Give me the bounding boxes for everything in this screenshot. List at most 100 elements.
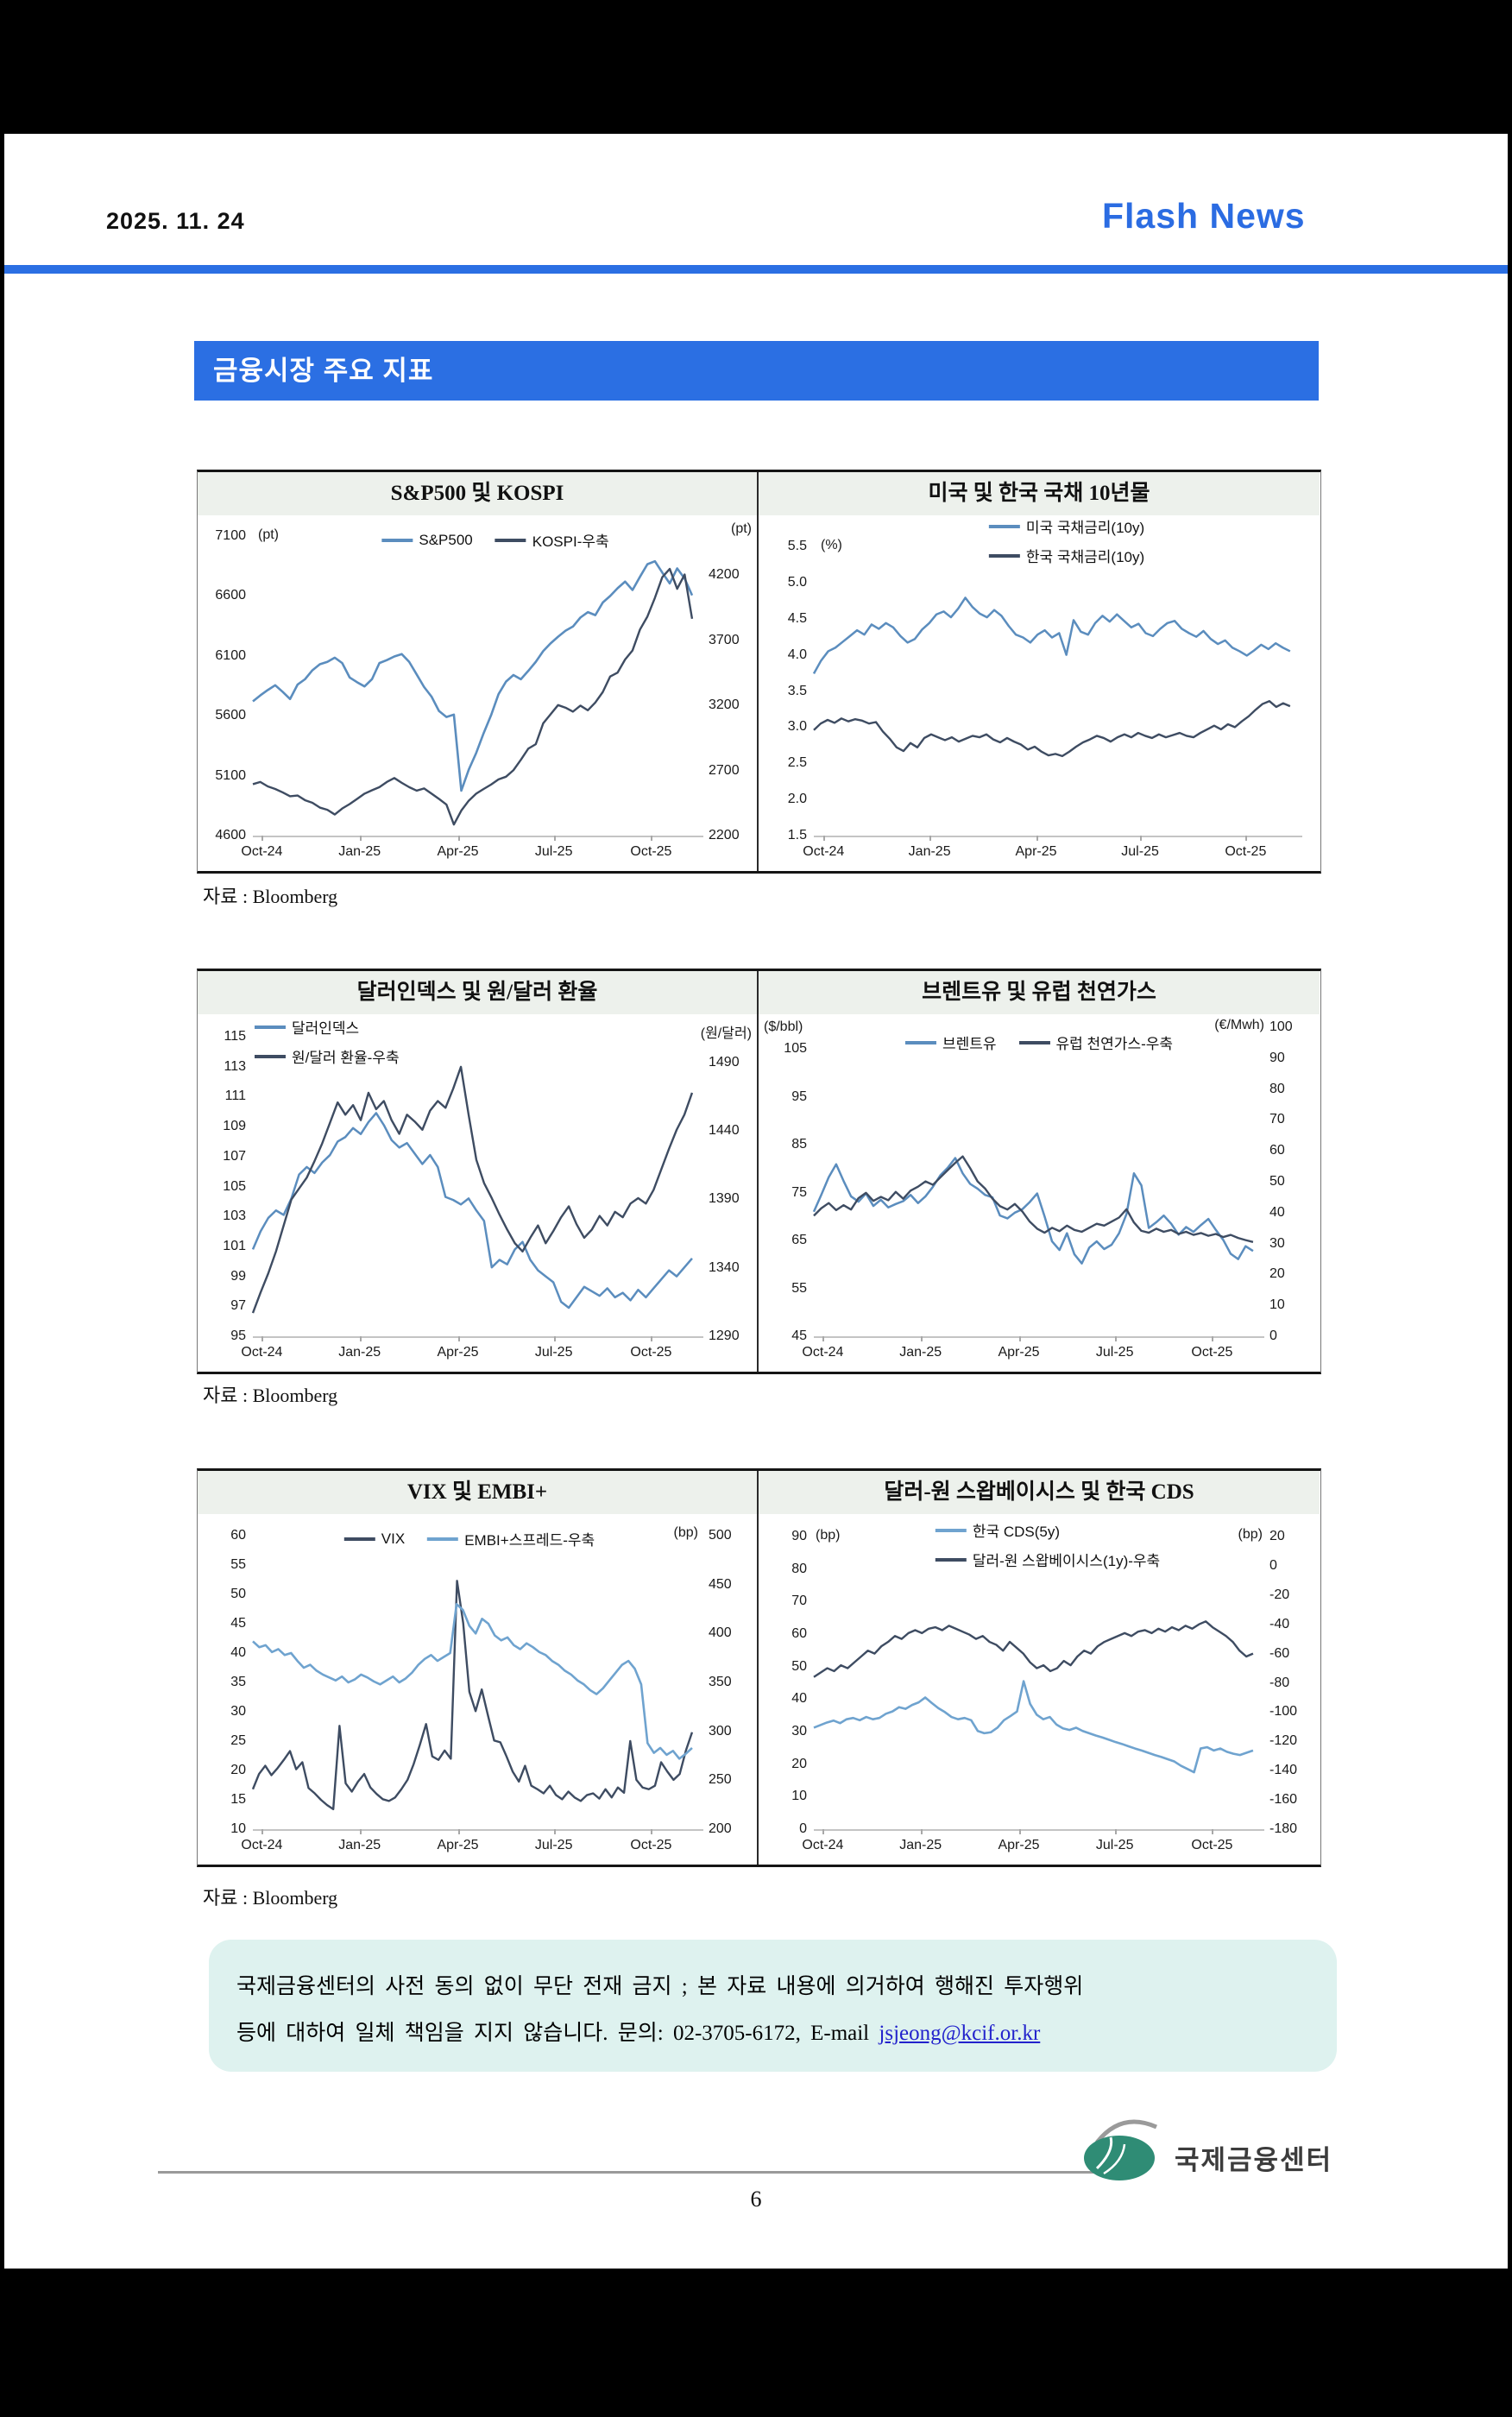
chart-plot-region: 105 95 85 75 65 55 45 100 90 80 70 60 50 40 30 20 10 0 ($/… <box>759 1014 1320 1374</box>
x-axis-line <box>253 1829 703 1831</box>
y-axis-right-label: 1440 <box>709 1123 740 1139</box>
y-axis-left-label: 113 <box>224 1058 246 1074</box>
y-axis-right-label: 20 <box>1269 1266 1285 1282</box>
y-axis-left-label: 95 <box>791 1089 807 1104</box>
y-axis-left-label: 2.0 <box>787 792 807 807</box>
x-axis-tick <box>1018 1829 1021 1834</box>
y-axis-left-label: 25 <box>230 1733 246 1748</box>
y-axis-left-label: 115 <box>224 1029 246 1044</box>
y-axis-left-label: 0 <box>799 1821 807 1836</box>
disclaimer-line1: 국제금융센터의 사전 동의 없이 무단 전재 금지 ; 본 자료 내용에 의거하… <box>236 1975 1084 1998</box>
legend-swatch <box>904 1040 936 1044</box>
y-axis-right-label: 0 <box>1269 1557 1277 1573</box>
legend-item: 브렌트유 <box>904 1032 997 1053</box>
x-axis-tick <box>553 836 556 841</box>
y-axis-left-label: 111 <box>224 1089 246 1104</box>
y-axis-left-label: 2.5 <box>787 755 807 771</box>
x-axis-label: Apr-25 <box>437 1345 479 1360</box>
y-axis-right-label: 70 <box>1269 1112 1285 1127</box>
legend-swatch <box>255 1025 286 1029</box>
y-axis-left-label: 80 <box>791 1561 807 1576</box>
source-caption: 자료 : Bloomberg <box>203 1385 338 1406</box>
chart-title: VIX 및 EMBI+ <box>198 1471 757 1514</box>
y-axis-right-label: -180 <box>1269 1821 1298 1836</box>
y-axis-right-label: 0 <box>1269 1328 1277 1343</box>
x-axis-tick <box>261 836 264 841</box>
y-axis-right-label: 60 <box>1269 1143 1285 1158</box>
x-axis-label: Oct-25 <box>1225 844 1267 859</box>
legend-label: EMBI+스프레드-우축 <box>464 1532 595 1549</box>
legend-item: 유럽 천연가스-우축 <box>1018 1032 1173 1053</box>
chart-legend: 달러인덱스 원/달러 환율-우축 <box>255 1016 400 1075</box>
legend-row: 달러-원 스왑베이시스(1y)-우축 <box>935 1549 1160 1570</box>
header-rule <box>4 265 1508 274</box>
y-axis-right-label: 3200 <box>709 697 740 713</box>
chart-plot-region: 115 113 111 109 107 105 103 101 99 97 95 1490 1440 13… <box>198 1014 757 1374</box>
y-axis-right-label: -140 <box>1269 1763 1298 1778</box>
y-axis-left-label: 6600 <box>215 588 246 603</box>
x-axis-label: Apr-25 <box>437 1838 479 1852</box>
chart-series-canvas <box>253 1536 703 1829</box>
y-axis-right-label: 3700 <box>709 632 740 647</box>
y-axis-left-label: 101 <box>223 1238 246 1253</box>
legend-swatch <box>255 1054 286 1058</box>
y-axis-left-label: 103 <box>223 1208 246 1224</box>
kcif-logo-icon <box>1084 2119 1158 2180</box>
series-line-KRW-USD <box>253 1067 692 1313</box>
x-axis-label: Apr-25 <box>1015 844 1057 859</box>
legend-swatch <box>935 1528 967 1532</box>
y-axis-right-label: 200 <box>709 1821 732 1836</box>
legend-item: KOSPI-우축 <box>495 529 609 551</box>
y-axis-left-label: 6100 <box>215 647 246 663</box>
y-axis-right-label: -120 <box>1269 1733 1298 1749</box>
y-axis-left-label: 20 <box>230 1763 246 1777</box>
x-axis-label: Oct-24 <box>241 844 283 859</box>
y-axis-left-label: 5100 <box>215 767 246 783</box>
x-axis-label: Jan-25 <box>338 844 381 859</box>
legend-swatch <box>427 1537 459 1541</box>
disclaimer-line2-text: 등에 대하여 일체 책임을 지지 않습니다. 문의: 02-3705-6172,… <box>236 2022 879 2045</box>
x-axis-label: Oct-24 <box>241 1345 283 1360</box>
y-axis-right-label: 350 <box>709 1675 732 1689</box>
x-axis-tick <box>359 836 362 841</box>
series-line-EMBI <box>253 1604 692 1758</box>
y-axis-left-label: 20 <box>791 1756 807 1771</box>
legend-swatch <box>988 524 1020 528</box>
y-axis-left-label: 55 <box>230 1557 246 1572</box>
x-axis-tick <box>1245 836 1248 841</box>
contact-email-link[interactable]: jsjeong@kcif.or.kr <box>879 2022 1041 2045</box>
y-axis-right-label: -80 <box>1269 1675 1290 1690</box>
legend-swatch <box>343 1537 375 1541</box>
legend-item: VIX <box>343 1530 405 1548</box>
y-axis-right-label: 100 <box>1269 1019 1293 1035</box>
y-axis-left-label: 95 <box>230 1328 246 1343</box>
legend-label: 한국 CDS(5y) <box>972 1524 1060 1540</box>
left-axis-unit: (%) <box>821 538 842 552</box>
report-date: 2025. 11. 24 <box>106 208 245 234</box>
left-axis-unit: (bp) <box>816 1528 841 1543</box>
y-axis-right-label: 400 <box>709 1625 732 1641</box>
x-axis-label: Jul-25 <box>534 1838 573 1852</box>
right-axis-unit: (€/Mwh) <box>1214 1018 1264 1032</box>
y-axis-left-label: 70 <box>791 1593 807 1609</box>
x-axis-label: Apr-25 <box>998 1345 1040 1360</box>
series-line-DXY <box>253 1113 692 1308</box>
legend-row: 브렌트유 유럽 천연가스-우축 <box>904 1032 1173 1053</box>
x-axis-tick <box>359 1829 362 1834</box>
x-axis-line <box>814 836 1302 837</box>
y-axis-left-label: 30 <box>230 1704 246 1719</box>
chart-plot-region: 60 55 50 45 40 35 30 25 20 15 10 500 450 400 350 300 250… <box>198 1514 757 1867</box>
section-banner: 금융시장 주요 지표 <box>194 341 1319 401</box>
chart-table-row1: S&P500 및 KOSPI 7100 6600 6100 5600 5100 4600 42… <box>197 470 1321 874</box>
y-axis-right-label: 4200 <box>709 567 740 583</box>
document-page: 2025. 11. 24 Flash News 금융시장 주요 지표 S&P50… <box>4 134 1508 2269</box>
x-axis-tick <box>651 1336 653 1341</box>
chart-title: S&P500 및 KOSPI <box>198 472 757 515</box>
x-axis-tick <box>1018 1336 1021 1341</box>
disclaimer-box: 국제금융센터의 사전 동의 없이 무단 전재 금지 ; 본 자료 내용에 의거하… <box>209 1940 1337 2072</box>
x-axis-label: Apr-25 <box>437 844 479 859</box>
legend-row: VIX EMBI+스프레드-우축 <box>343 1528 595 1549</box>
x-axis-tick <box>457 836 460 841</box>
legend-item: 원/달러 환율-우축 <box>255 1045 400 1067</box>
y-axis-left-label: 4.5 <box>787 610 807 626</box>
